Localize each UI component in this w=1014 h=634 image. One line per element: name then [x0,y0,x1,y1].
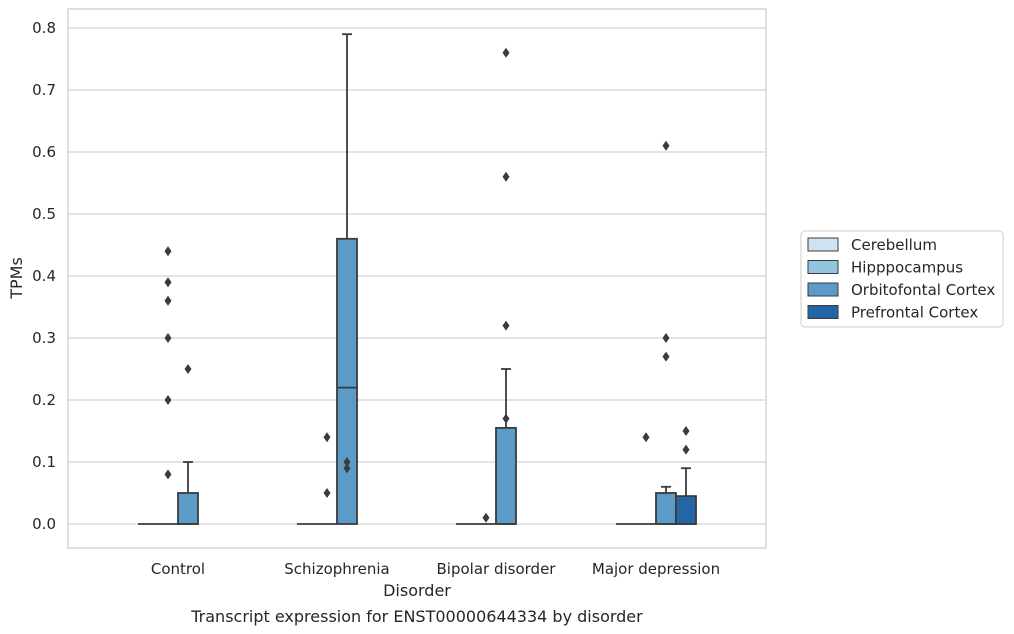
plot-marks [138,33,697,525]
outlier-point [164,333,172,343]
legend-label: Prefrontal Cortex [851,304,978,322]
legend-label: Orbitofontal Cortex [851,281,995,299]
y-axis-label: TPMs [7,257,26,300]
outlier-point [164,295,172,306]
outlier-point [502,413,510,424]
outlier-point [164,395,172,405]
box-3-series-2 [476,512,496,525]
outlier-point [184,364,192,374]
box-body [336,237,358,525]
x-tick-label: Schizophrenia [284,560,389,578]
box-4-series-3 [655,140,677,525]
outlier-point [164,277,172,288]
box-4-series-2 [636,432,656,525]
box-body [495,426,517,525]
outlier-point [323,432,331,443]
outlier-point [682,426,690,436]
outlier-point [343,463,351,474]
legend: Cerebellum Hipppocampus Orbitofontal Corte… [800,230,1004,328]
y-tick-label: 0.4 [32,267,56,285]
box-body [675,495,697,525]
y-tick-labels: 0.0 0.1 0.2 0.3 0.4 0.5 0.6 0.7 0.8 [32,19,56,533]
box-body [177,492,199,525]
y-tick-label: 0.5 [32,205,56,223]
box-1-series-2 [158,246,178,525]
box-4-series-4 [675,426,697,525]
x-tick-labels: Control Schizophrenia Bipolar disorder Majo… [151,560,720,578]
box-body [655,492,677,525]
y-tick-label: 0.8 [32,19,56,37]
y-tick-label: 0.1 [32,453,56,471]
outlier-point [502,320,510,331]
y-tick-label: 0.2 [32,391,56,409]
box-2-series-3 [336,33,358,525]
y-tick-label: 0.7 [32,81,56,99]
outlier-point [662,333,670,343]
outlier-point [662,140,670,151]
box-1-series-3 [177,364,199,525]
legend-label: Cerebellum [851,236,937,254]
outlier-point [502,47,510,58]
legend-swatch [807,305,839,319]
outlier-point [343,457,351,467]
legend-swatch [807,260,839,274]
legend-swatch [807,282,839,297]
y-tick-label: 0.3 [32,329,56,347]
box-2-series-2 [317,432,337,525]
outlier-point [164,246,172,257]
outlier-point [164,469,172,480]
outlier-point [662,351,670,362]
legend-frame [800,230,1004,328]
box-3-series-3 [495,47,517,525]
y-tick-label: 0.6 [32,143,56,161]
gridlines [68,27,766,525]
y-tick-label: 0.0 [32,515,56,533]
outlier-point [482,512,490,523]
x-tick-label: Control [151,560,205,578]
outlier-point [323,488,331,498]
chart-caption: Transcript expression for ENST0000064433… [190,607,643,626]
outlier-point [682,444,690,455]
legend-swatch [807,237,839,252]
outlier-point [642,432,650,443]
x-axis-label: Disorder [383,581,451,600]
x-tick-label: Bipolar disorder [437,560,557,578]
x-tick-label: Major depression [592,560,720,578]
plot-frame [67,8,767,549]
legend-label: Hipppocampus [851,259,963,277]
outlier-point [502,171,510,182]
